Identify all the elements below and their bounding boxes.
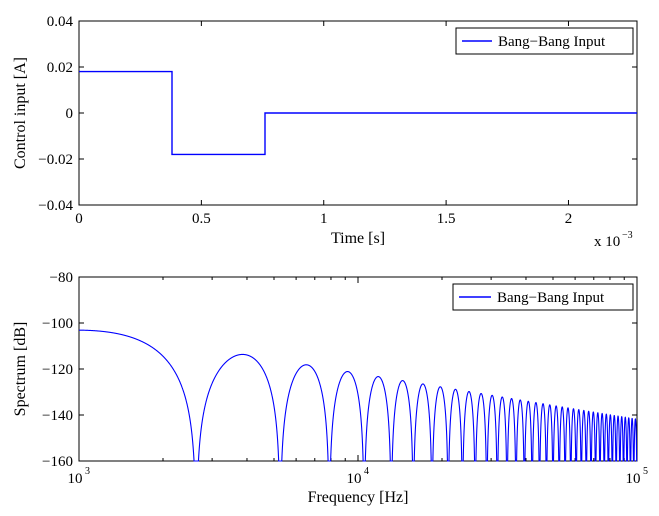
bottom-x-axis-label: Frequency [Hz] [308,489,409,506]
top-y-tick-label: 0.02 [47,60,73,76]
bottom-x-tick-label: 10 [68,471,83,487]
bottom-chart: 10 3 10 4 10 5−160−140−120−100−80 Frequency [… [12,270,648,506]
bottom-y-tick-label: −140 [42,408,73,424]
bottom-series [79,329,638,462]
bottom-x-tick-exponent: 5 [643,466,648,477]
top-x-tick-label: 0.5 [192,211,211,227]
bottom-x-tick-label: 10 [626,471,641,487]
bottom-y-tick-label: −80 [50,270,73,286]
top-x-multiplier-exponent: −3 [622,230,633,241]
bottom-x-tick-exponent: 4 [364,466,369,477]
top-legend: Bang−Bang Input [455,27,634,55]
bottom-y-axis-label: Spectrum [dB] [12,322,29,417]
top-x-tick-label: 0 [75,211,83,227]
top-y-axis-label: Control input [A] [12,57,29,169]
top-x-multiplier-base: x 10 [594,234,620,250]
bottom-y-tick-label: −160 [42,454,73,470]
bottom-y-tick-label: −100 [42,316,73,332]
top-y-tick-label: 0.04 [47,14,74,30]
top-x-tick-label: 2 [565,211,573,227]
top-axis-ticks: 0 0.5 1 1.5 2 −0.04 −0.02 0 0.02 0.04 [38,14,637,227]
bottom-legend-label: Bang−Bang Input [497,290,605,306]
top-x-axis-label: Time [s] [331,230,385,247]
top-series-line [79,70,637,156]
bottom-y-tick-label: −120 [42,362,73,378]
bottom-series-line [79,329,638,462]
bottom-legend: Bang−Bang Input [452,283,634,311]
bottom-x-tick-label: 10 [347,471,362,487]
top-chart: 0 0.5 1 1.5 2 −0.04 −0.02 0 0.02 0.04 Time [s] Co… [12,14,638,250]
bottom-x-tick-exponent: 3 [85,466,90,477]
top-x-multiplier: x 10 −3 [594,230,633,250]
top-series [79,70,637,156]
bottom-axis-ticks: 10 3 10 4 10 5−160−140−120−100−80 [42,270,648,487]
top-legend-label: Bang−Bang Input [498,34,606,50]
top-x-tick-label: 1.5 [437,211,456,227]
top-x-tick-label: 1 [320,211,328,227]
top-y-tick-label: −0.04 [38,198,73,214]
top-y-tick-label: −0.02 [38,152,73,168]
top-y-tick-label: 0 [66,106,74,122]
